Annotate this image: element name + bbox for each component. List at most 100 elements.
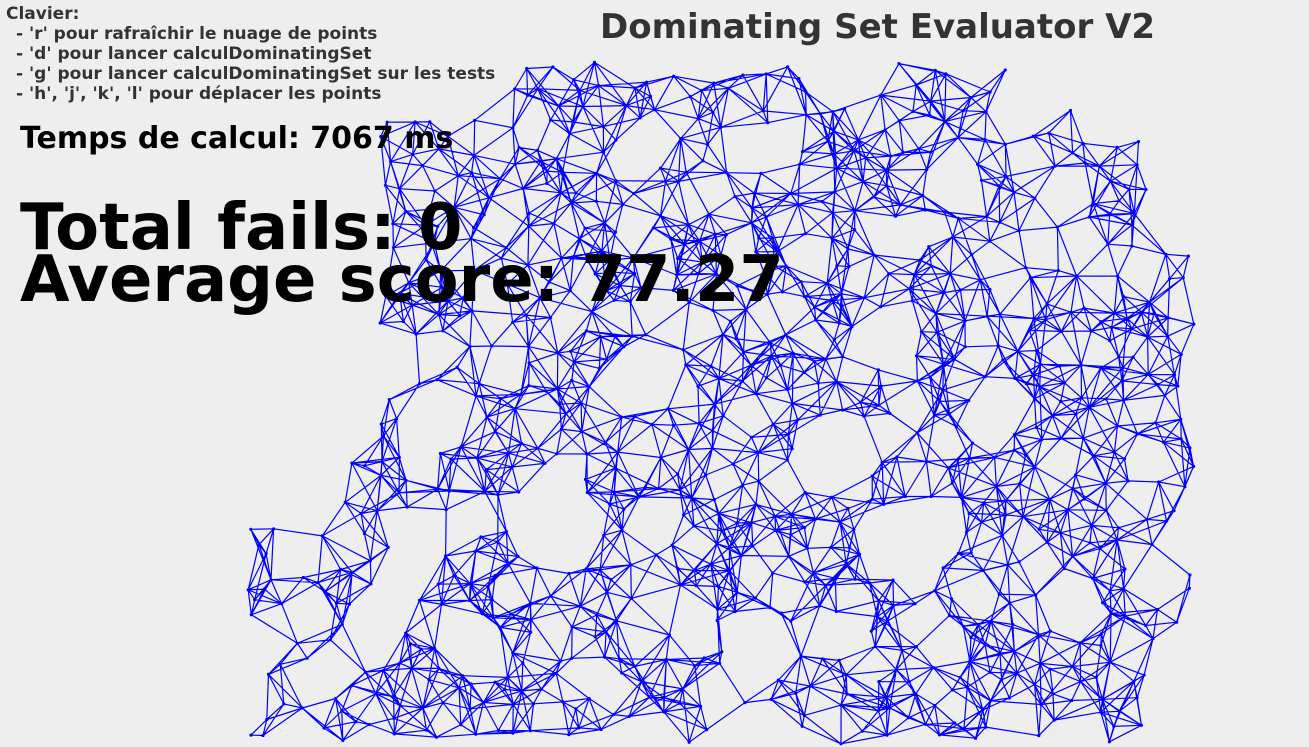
graph-point bbox=[389, 160, 393, 164]
graph-point bbox=[1115, 145, 1119, 149]
graph-point bbox=[967, 511, 971, 515]
graph-point bbox=[269, 578, 273, 582]
graph-point bbox=[1146, 372, 1150, 377]
graph-point bbox=[666, 407, 670, 411]
graph-point bbox=[956, 551, 961, 556]
graph-point bbox=[715, 607, 720, 611]
graph-point bbox=[362, 532, 367, 536]
graph-point bbox=[639, 680, 644, 684]
graph-point bbox=[893, 214, 898, 218]
graph-point bbox=[322, 726, 326, 730]
graph-point bbox=[731, 462, 735, 466]
graph-point bbox=[799, 654, 803, 658]
graph-point bbox=[511, 320, 515, 324]
graph-point bbox=[385, 120, 389, 124]
graph-point bbox=[1068, 108, 1073, 113]
graph-point bbox=[474, 732, 478, 736]
graph-point bbox=[771, 236, 775, 240]
graph-point bbox=[932, 413, 937, 417]
graph-point bbox=[941, 388, 945, 392]
graph-point bbox=[568, 289, 572, 293]
graph-point bbox=[864, 156, 868, 160]
graph-point bbox=[578, 604, 582, 608]
graph-point bbox=[1089, 329, 1093, 333]
graph-point bbox=[1175, 620, 1179, 624]
graph-point bbox=[581, 104, 585, 109]
graph-point bbox=[633, 664, 637, 669]
graph-point bbox=[888, 706, 892, 710]
graph-point bbox=[1117, 709, 1121, 713]
graph-point bbox=[658, 214, 663, 218]
graph-point bbox=[392, 732, 396, 736]
graph-point bbox=[613, 230, 618, 234]
graph-point bbox=[664, 657, 668, 662]
graph-point bbox=[901, 150, 905, 154]
graph-point bbox=[374, 692, 378, 696]
graph-point bbox=[931, 666, 936, 670]
graph-point bbox=[449, 457, 453, 461]
graph-point bbox=[970, 253, 974, 257]
graph-point bbox=[769, 697, 773, 702]
graph-point bbox=[657, 486, 661, 491]
graph-point bbox=[897, 62, 901, 66]
graph-point bbox=[753, 596, 758, 600]
graph-point bbox=[1146, 335, 1150, 339]
graph-point bbox=[511, 702, 515, 706]
graph-point bbox=[410, 666, 414, 670]
graph-point bbox=[1164, 519, 1169, 523]
graph-point bbox=[1048, 667, 1052, 671]
graph-point bbox=[424, 258, 428, 262]
graph-point bbox=[477, 382, 481, 386]
graph-point bbox=[744, 307, 748, 311]
graph-point bbox=[1108, 589, 1112, 593]
graph-point bbox=[873, 644, 877, 649]
graph-point bbox=[1188, 446, 1192, 450]
graph-point bbox=[929, 99, 933, 103]
graph-point bbox=[765, 292, 769, 296]
graph-point bbox=[506, 561, 510, 565]
graph-point bbox=[1069, 310, 1073, 314]
graph-point bbox=[734, 337, 738, 341]
graph-point bbox=[368, 559, 372, 563]
graph-point bbox=[853, 228, 857, 232]
graph-point bbox=[528, 729, 532, 733]
graph-point bbox=[914, 692, 918, 696]
graph-point bbox=[605, 590, 609, 594]
graph-point bbox=[923, 208, 927, 212]
graph-point bbox=[524, 313, 528, 317]
graph-point bbox=[1108, 212, 1112, 216]
graph-point bbox=[408, 642, 413, 646]
graph-point bbox=[1059, 329, 1063, 333]
graph-point bbox=[771, 422, 775, 426]
graph-point bbox=[1053, 164, 1057, 168]
graph-point bbox=[676, 566, 680, 571]
graph-point bbox=[906, 716, 911, 720]
graph-point bbox=[1151, 637, 1155, 641]
graph-point bbox=[1117, 199, 1121, 203]
average-score-label: Average score: 77.27 bbox=[20, 243, 784, 317]
graph-point bbox=[720, 529, 724, 533]
graph-point bbox=[933, 589, 937, 593]
graph-point bbox=[679, 137, 683, 141]
graph-point bbox=[481, 700, 486, 705]
graph-point bbox=[804, 90, 808, 94]
graph-point bbox=[841, 355, 845, 359]
graph-point bbox=[802, 525, 807, 530]
graph-point bbox=[1074, 412, 1078, 416]
graph-point bbox=[359, 511, 363, 516]
graph-point bbox=[989, 619, 993, 623]
graph-point bbox=[700, 260, 705, 264]
graph-point bbox=[483, 489, 487, 493]
graph-point bbox=[935, 330, 939, 334]
graph-point bbox=[249, 527, 253, 531]
graph-point bbox=[1188, 573, 1192, 577]
graph-point bbox=[1018, 482, 1022, 486]
graph-point bbox=[571, 120, 575, 124]
graph-point bbox=[1045, 540, 1049, 544]
graph-point bbox=[603, 440, 608, 444]
graph-point bbox=[1024, 266, 1028, 270]
graph-point bbox=[678, 583, 683, 587]
graph-point bbox=[852, 149, 856, 153]
